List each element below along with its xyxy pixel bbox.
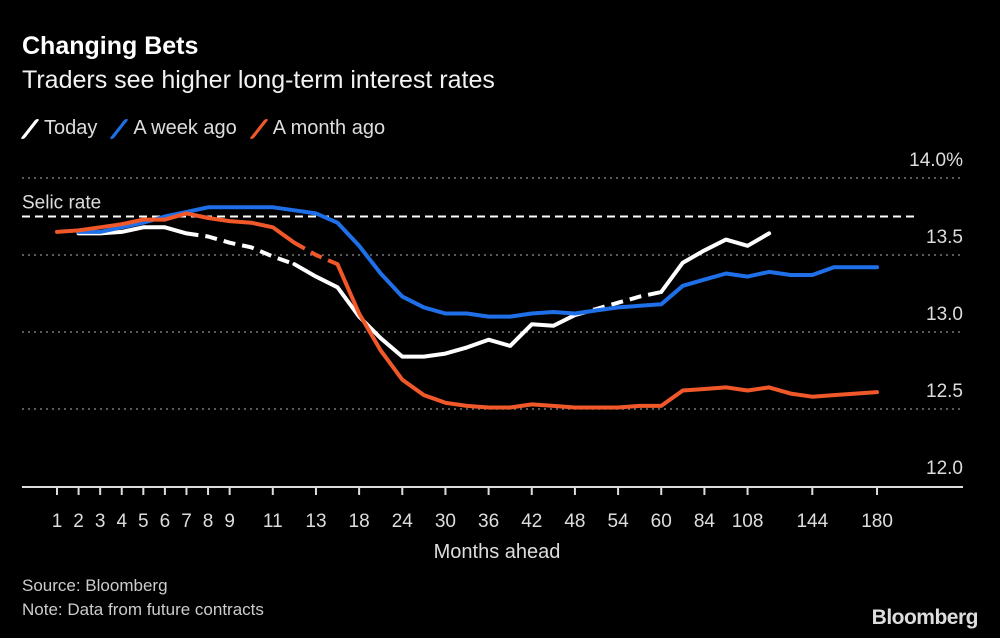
x-tick-label: 36 (478, 511, 499, 532)
x-tick-label: 4 (116, 511, 127, 532)
series-line-month (293, 240, 339, 267)
x-tick-label: 13 (305, 511, 326, 532)
x-tick-label: 8 (203, 511, 214, 532)
x-tick-label: 11 (263, 511, 283, 532)
series-line-today (659, 231, 772, 294)
x-tick-label: 5 (138, 511, 149, 532)
x-tick-label: 108 (732, 511, 764, 532)
x-tick-label: 2 (73, 511, 84, 532)
series-line-today (186, 231, 296, 267)
series-line-month (55, 211, 297, 245)
y-tick-label: 13.5 (926, 227, 963, 248)
x-tick-label: 18 (349, 511, 370, 532)
legend-label: A month ago (272, 117, 386, 139)
x-tick-label: 9 (224, 511, 235, 532)
x-tick-label: 3 (95, 511, 106, 532)
legend-item-week: A week ago (109, 117, 237, 140)
data-note: Note: Data from future contracts (22, 600, 264, 619)
selic-rate-label: Selic rate (22, 193, 101, 214)
x-tick-label: 84 (694, 511, 716, 532)
y-tick-label: 12.5 (926, 381, 963, 402)
x-tick-label: 180 (861, 511, 893, 532)
y-tick-label: 14.0% (909, 150, 963, 171)
x-tick-label: 6 (160, 511, 171, 532)
source-note: Source: Bloomberg (22, 576, 168, 595)
x-tick-label: 30 (435, 511, 456, 532)
chart-subtitle: Traders see higher long-term interest ra… (22, 66, 495, 94)
x-tick-label: 54 (608, 511, 630, 532)
x-tick-label: 1 (52, 511, 63, 532)
legend-item-today: Today (20, 117, 98, 140)
series-line-week (76, 205, 879, 319)
x-tick-label: 48 (564, 511, 585, 532)
legend-label: A week ago (133, 117, 237, 139)
x-tick-label: 42 (521, 511, 542, 532)
y-tick-label: 13.0 (926, 304, 963, 325)
chart-title: Changing Bets (22, 32, 199, 60)
legend-item-month: A month ago (248, 117, 386, 140)
legend-label: Today (44, 117, 98, 139)
y-tick-label: 12.0 (926, 458, 963, 479)
x-tick-label: 144 (796, 511, 828, 532)
x-tick-label: 7 (181, 511, 192, 532)
bloomberg-logo: Bloomberg (871, 606, 979, 629)
x-axis-label: Months ahead (434, 541, 561, 563)
legend: Today A week ago A month ago (20, 117, 386, 140)
series-line-month (335, 262, 879, 410)
x-tick-label: 60 (651, 511, 672, 532)
series-line-today (292, 262, 577, 359)
x-tick-label: 24 (392, 511, 414, 532)
